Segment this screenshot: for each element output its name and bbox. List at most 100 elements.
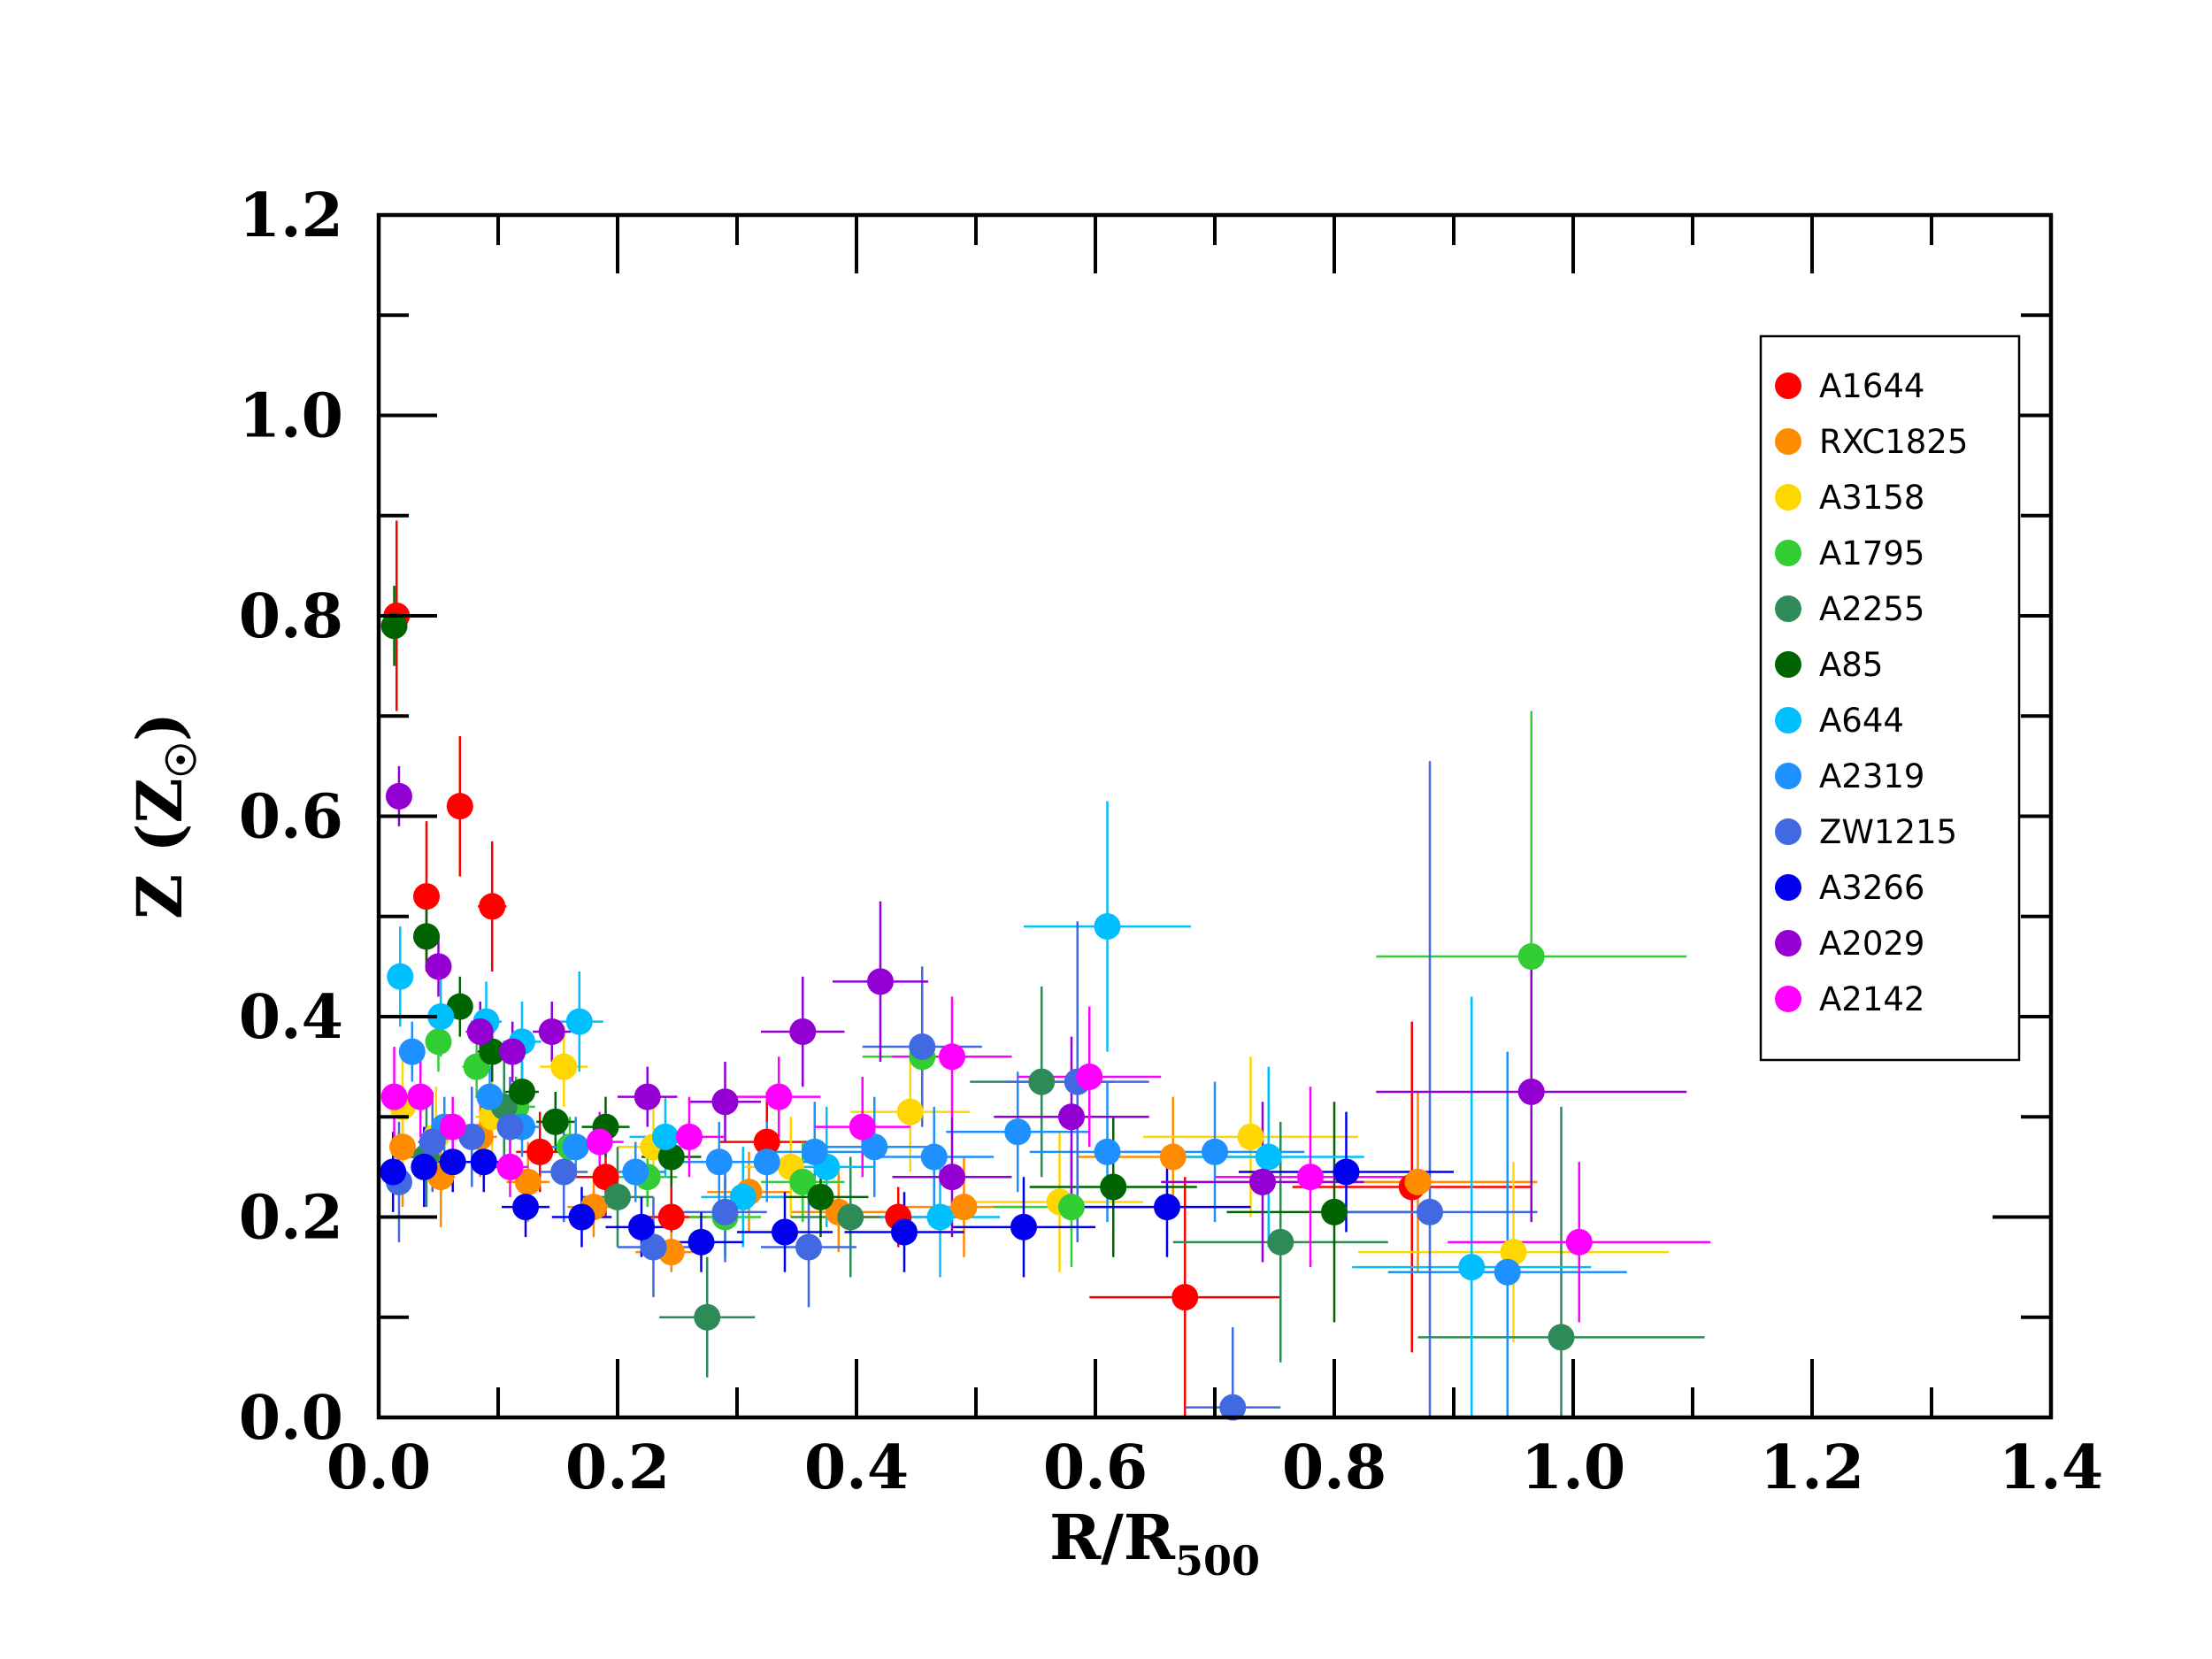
legend-marker xyxy=(1775,707,1801,733)
x-tick-label: 1.0 xyxy=(1521,1432,1625,1503)
data-point xyxy=(640,1233,667,1261)
data-point xyxy=(705,1148,733,1176)
plot-frame xyxy=(376,212,2054,1420)
data-point xyxy=(499,1038,526,1065)
y-tick-label: 1.0 xyxy=(239,381,343,452)
legend-label: A1644 xyxy=(1819,367,1924,405)
y-tick-label: 0.0 xyxy=(239,1383,343,1454)
data-point xyxy=(711,1198,739,1225)
data-point xyxy=(789,1168,817,1195)
legend-marker xyxy=(1775,484,1801,511)
x-tick-label: 0.8 xyxy=(1282,1432,1386,1503)
data-point xyxy=(765,1083,793,1110)
data-point xyxy=(389,1133,416,1161)
data-point xyxy=(657,1143,685,1171)
data-point xyxy=(687,1228,715,1256)
data-point xyxy=(920,1143,948,1171)
data-point xyxy=(1494,1258,1521,1286)
data-point xyxy=(562,1133,589,1161)
data-point xyxy=(411,1153,438,1180)
x-axis-label-main: R/R xyxy=(1049,1501,1176,1574)
data-point xyxy=(1321,1198,1348,1225)
x-tick-label: 0.4 xyxy=(804,1432,909,1503)
data-point xyxy=(380,1158,407,1186)
data-point xyxy=(413,883,440,910)
data-point xyxy=(849,1113,876,1141)
data-point xyxy=(550,1053,578,1080)
legend-label: A2255 xyxy=(1819,590,1924,628)
data-point xyxy=(1333,1158,1360,1186)
data-point xyxy=(479,1038,506,1065)
legend-marker xyxy=(1775,595,1801,622)
data-point xyxy=(541,1108,569,1135)
data-point xyxy=(398,1038,426,1065)
data-point xyxy=(1159,1143,1187,1171)
tick-labels-layer: 0.0 0.2 0.4 0.6 0.8 1.0 1.2 1.4 0.0 0.2 0.4 0.6 0.8 1… xyxy=(239,180,2103,1503)
legend-marker xyxy=(1775,763,1801,789)
legend-label: RXC1825 xyxy=(1819,423,1968,461)
data-point xyxy=(425,953,452,980)
data-point xyxy=(1458,1254,1486,1281)
data-point xyxy=(1094,913,1121,941)
data-point xyxy=(466,1018,494,1045)
data-point xyxy=(926,1203,954,1231)
legend-marker xyxy=(1775,986,1801,1012)
data-point xyxy=(772,1218,798,1246)
x-tick-label: 1.2 xyxy=(1760,1432,1864,1503)
data-point xyxy=(586,1128,613,1156)
data-point xyxy=(1404,1168,1432,1195)
data-point xyxy=(1500,1239,1527,1266)
data-point xyxy=(592,1164,619,1191)
data-point xyxy=(1171,1284,1199,1311)
data-point xyxy=(385,782,412,810)
data-point xyxy=(419,1128,446,1156)
data-point xyxy=(1249,1168,1276,1195)
y-tick-label: 0.6 xyxy=(239,782,343,853)
data-point xyxy=(729,1183,757,1210)
y-axis-label-main: Z (Z xyxy=(123,778,196,919)
data-point xyxy=(1417,1198,1443,1225)
data-point xyxy=(1058,1194,1085,1221)
data-point xyxy=(380,612,408,640)
data-point xyxy=(753,1128,780,1156)
legend-label: A644 xyxy=(1819,702,1904,740)
legend-box xyxy=(1759,334,2021,1062)
data-point xyxy=(476,1083,503,1110)
data-point xyxy=(446,793,473,820)
data-points-layer xyxy=(380,603,1593,1421)
data-point xyxy=(538,1018,565,1045)
data-point xyxy=(1267,1228,1294,1256)
data-point xyxy=(1058,1103,1085,1131)
data-point xyxy=(509,1078,535,1105)
legend-marker xyxy=(1775,428,1801,455)
legend-marker xyxy=(1775,874,1801,901)
data-point xyxy=(568,1203,595,1231)
y-axis-label-close: ) xyxy=(123,712,196,741)
data-point xyxy=(891,1218,918,1246)
y-tick-label: 0.4 xyxy=(239,982,343,1053)
y-tick-label: 0.2 xyxy=(239,1183,343,1254)
x-axis-label: R/R500 xyxy=(1049,1501,1260,1585)
data-point xyxy=(550,1158,578,1186)
data-point xyxy=(470,1148,497,1176)
data-point xyxy=(801,1138,828,1165)
data-point xyxy=(807,1183,834,1210)
data-point xyxy=(496,1153,524,1180)
legend-label: A2142 xyxy=(1819,980,1924,1018)
data-point xyxy=(1076,1063,1103,1090)
data-point xyxy=(1010,1213,1037,1240)
x-tick-label: 0.0 xyxy=(326,1432,431,1503)
data-point xyxy=(1548,1324,1575,1351)
data-point xyxy=(427,1003,455,1030)
data-point xyxy=(1202,1138,1228,1165)
legend-label: ZW1215 xyxy=(1819,813,1957,851)
data-point xyxy=(604,1183,631,1210)
data-point xyxy=(837,1203,864,1231)
legend-label: A85 xyxy=(1819,646,1883,684)
legend-label: A3158 xyxy=(1819,479,1924,517)
data-point xyxy=(1100,1173,1127,1201)
legend-label: A2029 xyxy=(1819,925,1924,963)
x-tick-label: 0.2 xyxy=(565,1432,670,1503)
data-point xyxy=(622,1158,649,1186)
